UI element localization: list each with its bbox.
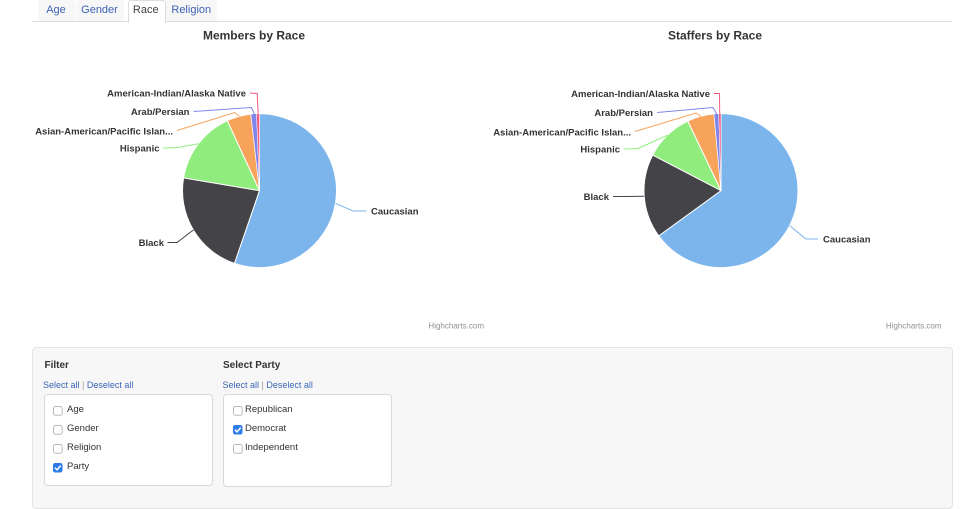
svg-text:Caucasian: Caucasian [371, 207, 419, 218]
svg-text:Black: Black [584, 192, 610, 203]
svg-text:Asian-American/Pacific Islan..: Asian-American/Pacific Islan... [35, 127, 173, 138]
svg-text:Caucasian: Caucasian [823, 235, 871, 246]
svg-text:Highcharts.com: Highcharts.com [886, 322, 942, 331]
svg-text:Highcharts.com: Highcharts.com [428, 322, 484, 331]
svg-text:Black: Black [139, 238, 165, 249]
svg-text:American-Indian/Alaska Native: American-Indian/Alaska Native [571, 89, 710, 100]
svg-text:Hispanic: Hispanic [580, 145, 620, 156]
svg-text:Staffers by Race: Staffers by Race [668, 29, 762, 43]
svg-text:American-Indian/Alaska Native: American-Indian/Alaska Native [107, 89, 246, 100]
svg-text:Asian-American/Pacific Islan..: Asian-American/Pacific Islan... [493, 128, 631, 139]
svg-text:Members by Race: Members by Race [203, 29, 305, 43]
svg-text:Hispanic: Hispanic [120, 144, 160, 155]
svg-text:Arab/Persian: Arab/Persian [594, 108, 653, 119]
svg-text:Arab/Persian: Arab/Persian [131, 107, 190, 118]
